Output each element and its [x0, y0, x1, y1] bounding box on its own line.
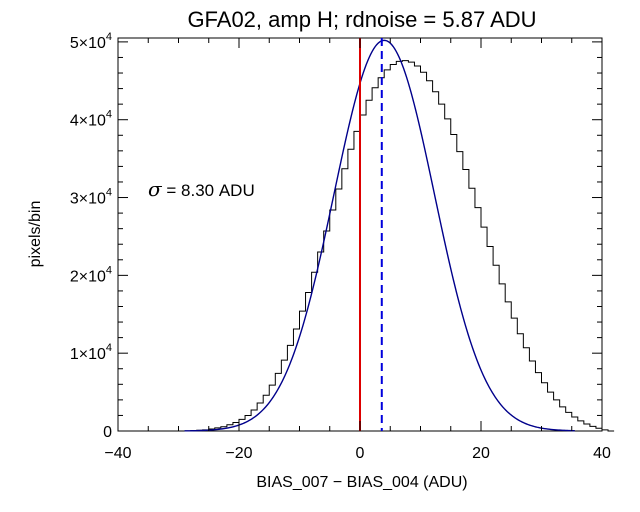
histogram-series — [184, 60, 615, 432]
sigma-annotation: σ = 8.30 ADU — [148, 177, 255, 201]
gaussian-fit-line — [184, 39, 575, 432]
y-axis: 0 1×104 2×104 3×104 4×104 5×104 — [70, 31, 602, 441]
x-tick-label: 0 — [356, 445, 365, 462]
y-tick-label: 4×104 — [70, 109, 112, 130]
y-tick-label: 5×104 — [70, 31, 112, 52]
y-tick-label: 2×104 — [70, 264, 112, 285]
x-axis: −40 −20 0 20 40 — [104, 38, 611, 462]
sigma-value: = 8.30 ADU — [162, 181, 255, 200]
y-tick-label: 3×104 — [70, 187, 112, 208]
chart-title: GFA02, amp H; rdnoise = 5.87 ADU — [187, 7, 536, 32]
y-axis-label: pixels/bin — [27, 201, 44, 268]
y-tick-label: 0 — [103, 424, 112, 441]
x-tick-label: −40 — [104, 445, 131, 462]
reference-lines — [359, 38, 383, 431]
x-tick-label: 20 — [472, 445, 490, 462]
histogram-steps — [184, 60, 615, 432]
x-tick-label: −20 — [225, 445, 252, 462]
x-axis-label: BIAS_007 − BIAS_004 (ADU) — [256, 474, 467, 491]
x-tick-label: 40 — [593, 445, 611, 462]
sigma-symbol: σ — [148, 177, 163, 201]
gaussian-fit-series — [184, 39, 575, 432]
y-tick-label: 1×104 — [70, 342, 112, 363]
